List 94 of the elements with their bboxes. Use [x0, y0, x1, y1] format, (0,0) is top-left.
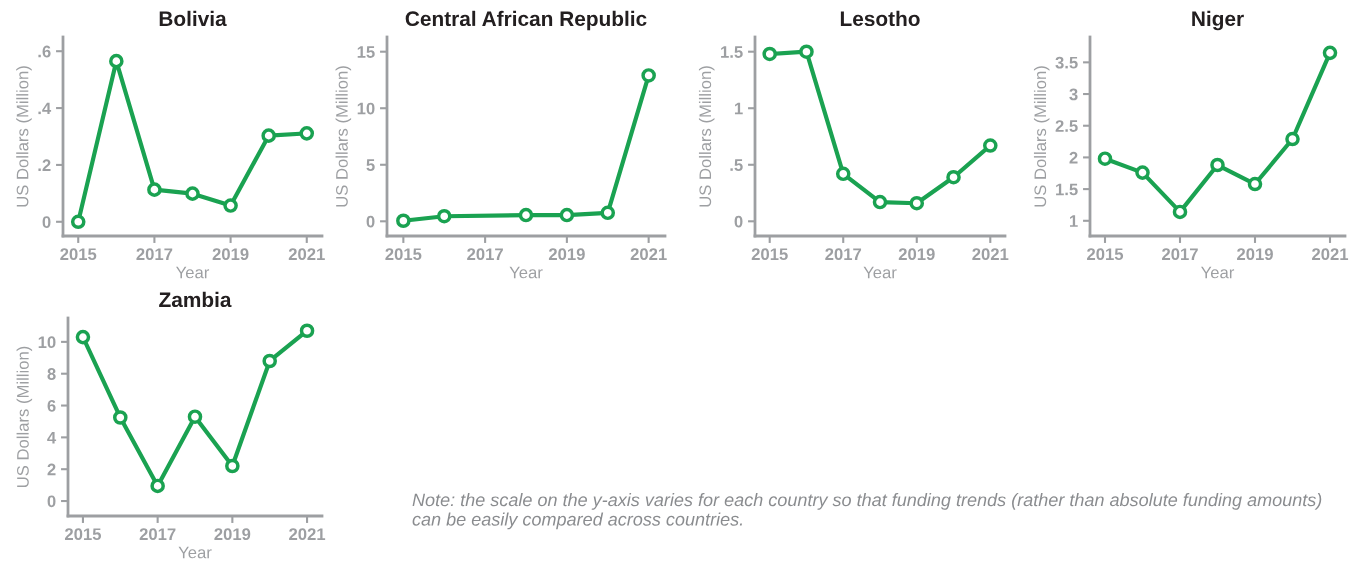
x-tick-label: 2015 — [385, 248, 422, 261]
point — [185, 186, 200, 201]
point — [299, 323, 315, 339]
y-tick-label: 0 — [366, 215, 375, 228]
y-axis-title: US Dollars (Million) — [698, 66, 715, 207]
y-tick-label: 5 — [366, 159, 375, 171]
y-tick-label: 10 — [357, 102, 375, 115]
point — [983, 138, 998, 153]
y-axis-title: US Dollars (Million) — [16, 66, 32, 207]
y-tick-label: .6 — [38, 45, 51, 58]
x-tick-label: 2019 — [548, 248, 585, 261]
point — [1322, 45, 1338, 61]
point — [600, 205, 616, 221]
point — [1172, 204, 1188, 220]
y-axis-title: US Dollars (Million) — [1033, 66, 1050, 207]
point — [1097, 151, 1113, 166]
point — [436, 208, 452, 224]
x-tick-label: 2017 — [1162, 248, 1198, 261]
point — [70, 214, 86, 230]
x-axis-title: Year — [1201, 266, 1235, 279]
x-axis-title: Year — [863, 266, 897, 279]
point — [299, 126, 315, 141]
point — [223, 198, 238, 213]
text: Note: the scale on the y-axis varies for each country so that funding trends (rather than absolute funding amounts) can be easily compared across countries. — [412, 493, 1322, 530]
point — [113, 410, 128, 425]
point — [762, 46, 777, 62]
point — [109, 53, 124, 69]
x-axis-title: Year — [176, 266, 210, 279]
point — [909, 195, 925, 211]
x-tick-label: 2019 — [898, 248, 935, 261]
point — [641, 68, 656, 83]
y-tick-label: 1.5 — [721, 46, 743, 58]
x-tick-label: 2021 — [972, 248, 1009, 261]
point — [261, 128, 276, 143]
y-tick-label: 0 — [42, 216, 51, 228]
chart-title: Bolivia — [159, 10, 227, 27]
point — [1135, 165, 1150, 180]
point — [1210, 157, 1225, 173]
y-axis-title: US Dollars (Million) — [335, 66, 352, 207]
x-tick-label: 2015 — [64, 528, 102, 541]
y-tick-label: .2 — [38, 159, 51, 171]
x-tick-label: 2015 — [60, 248, 97, 261]
x-axis-title: Year — [178, 546, 212, 559]
x-tick-label: 2019 — [212, 248, 249, 261]
y-tick-label: 2 — [1069, 151, 1078, 164]
x-tick-label: 2019 — [214, 528, 251, 541]
point — [1247, 176, 1263, 192]
point — [187, 409, 203, 424]
y-tick-label: 2.5 — [1055, 120, 1078, 132]
y-tick-label: 1 — [1069, 215, 1078, 227]
point — [559, 207, 575, 223]
x-tick-label: 2021 — [630, 248, 667, 261]
x-axis-title: Year — [509, 266, 543, 279]
y-tick-label: 6 — [47, 399, 56, 412]
point — [147, 182, 162, 197]
point — [799, 44, 814, 59]
point — [262, 353, 277, 369]
x-tick-label: 2017 — [139, 528, 176, 541]
point — [946, 169, 961, 185]
chart-title: Lesotho — [840, 10, 920, 27]
y-tick-label: 3 — [1069, 88, 1078, 101]
x-tick-label: 2017 — [467, 248, 503, 261]
x-tick-label: 2021 — [1312, 248, 1349, 261]
y-axis-title: US Dollars (Million) — [16, 346, 33, 488]
point — [872, 194, 888, 210]
x-tick-label: 2021 — [289, 528, 326, 541]
x-tick-label: 2019 — [1237, 248, 1273, 261]
y-tick-label: .4 — [38, 102, 52, 115]
y-tick-label: 15 — [357, 46, 375, 58]
x-tick-label: 2015 — [751, 248, 788, 261]
point — [835, 166, 851, 182]
y-tick-label: 4 — [47, 431, 57, 444]
chart-title: Zambia — [159, 291, 232, 308]
point — [396, 213, 411, 229]
y-tick-label: .5 — [730, 159, 743, 171]
chart-title: Niger — [1192, 10, 1244, 31]
point — [518, 207, 534, 223]
y-tick-label: 8 — [47, 368, 56, 380]
point — [225, 458, 240, 474]
x-tick-label: 2017 — [825, 248, 862, 261]
x-tick-label: 2017 — [136, 248, 173, 261]
y-tick-label: 1.5 — [1056, 183, 1078, 196]
point — [1285, 131, 1300, 147]
chart-title: Central African Republic — [405, 10, 647, 31]
y-tick-label: 10 — [38, 336, 56, 349]
point — [150, 478, 165, 494]
x-tick-label: 2021 — [288, 248, 325, 261]
point — [75, 329, 91, 345]
y-tick-label: 2 — [47, 463, 56, 476]
y-tick-label: 3.5 — [1055, 56, 1078, 69]
x-tick-label: 2015 — [1087, 248, 1124, 261]
y-tick-label: 0 — [734, 215, 743, 228]
y-tick-label: 1 — [734, 102, 743, 115]
y-tick-label: 0 — [47, 495, 56, 508]
